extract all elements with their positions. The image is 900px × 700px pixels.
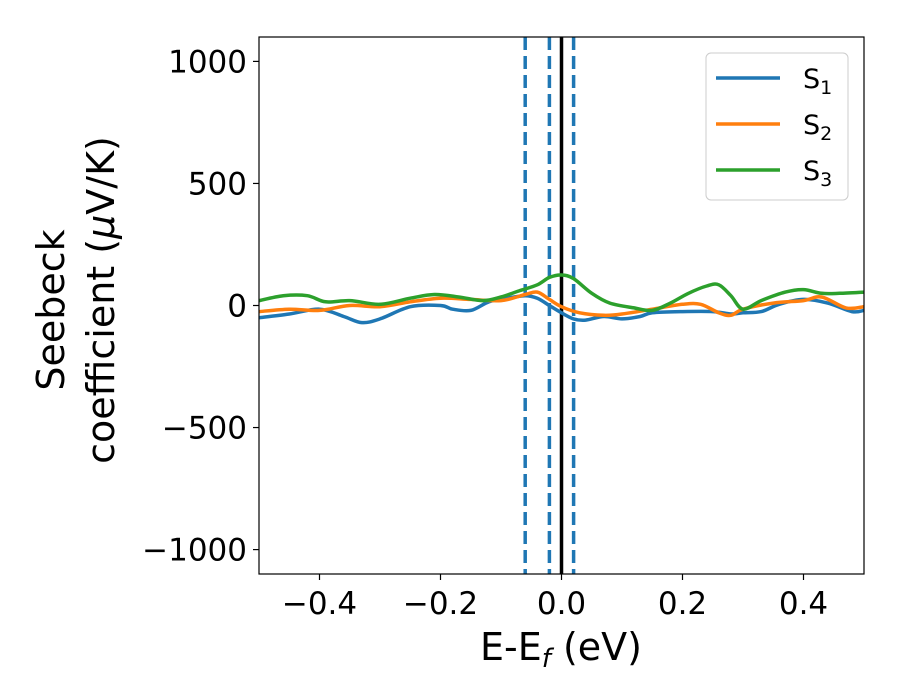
legend: S1 S2 S3 xyxy=(705,52,849,201)
legend-box xyxy=(705,52,849,201)
x-axis-ticks: −0.4 −0.2 0.0 0.2 0.4 xyxy=(282,574,828,622)
y-axis-label: Seebeck coefficient (μV/K) xyxy=(29,136,123,464)
y-tick-label: −1000 xyxy=(142,533,247,569)
y-tick-label: 500 xyxy=(188,166,247,202)
x-tick-label: 0.0 xyxy=(537,586,586,622)
y-axis-ticks: 1000 500 0 −500 −1000 xyxy=(142,44,259,569)
legend-label-2: S2 xyxy=(803,110,832,145)
series-line-2 xyxy=(259,290,864,318)
legend-label-3: S3 xyxy=(803,156,832,191)
series-lines xyxy=(259,273,864,325)
y-tick-label: 0 xyxy=(227,289,247,325)
y-tick-label: −500 xyxy=(162,411,247,447)
series-line-1 xyxy=(259,293,864,325)
y-tick-label: 1000 xyxy=(168,44,247,80)
series-line-3 xyxy=(259,273,864,313)
y-axis-label-line1: Seebeck xyxy=(29,229,73,390)
x-tick-label: −0.2 xyxy=(403,586,478,622)
x-tick-label: 0.4 xyxy=(779,586,828,622)
x-tick-label: 0.2 xyxy=(658,586,707,622)
x-tick-label: −0.4 xyxy=(282,586,357,622)
y-axis-label-line2: coefficient (μV/K) xyxy=(79,136,123,464)
legend-label-1: S1 xyxy=(803,64,832,99)
x-axis-label: E-Ef (eV) xyxy=(480,625,642,674)
